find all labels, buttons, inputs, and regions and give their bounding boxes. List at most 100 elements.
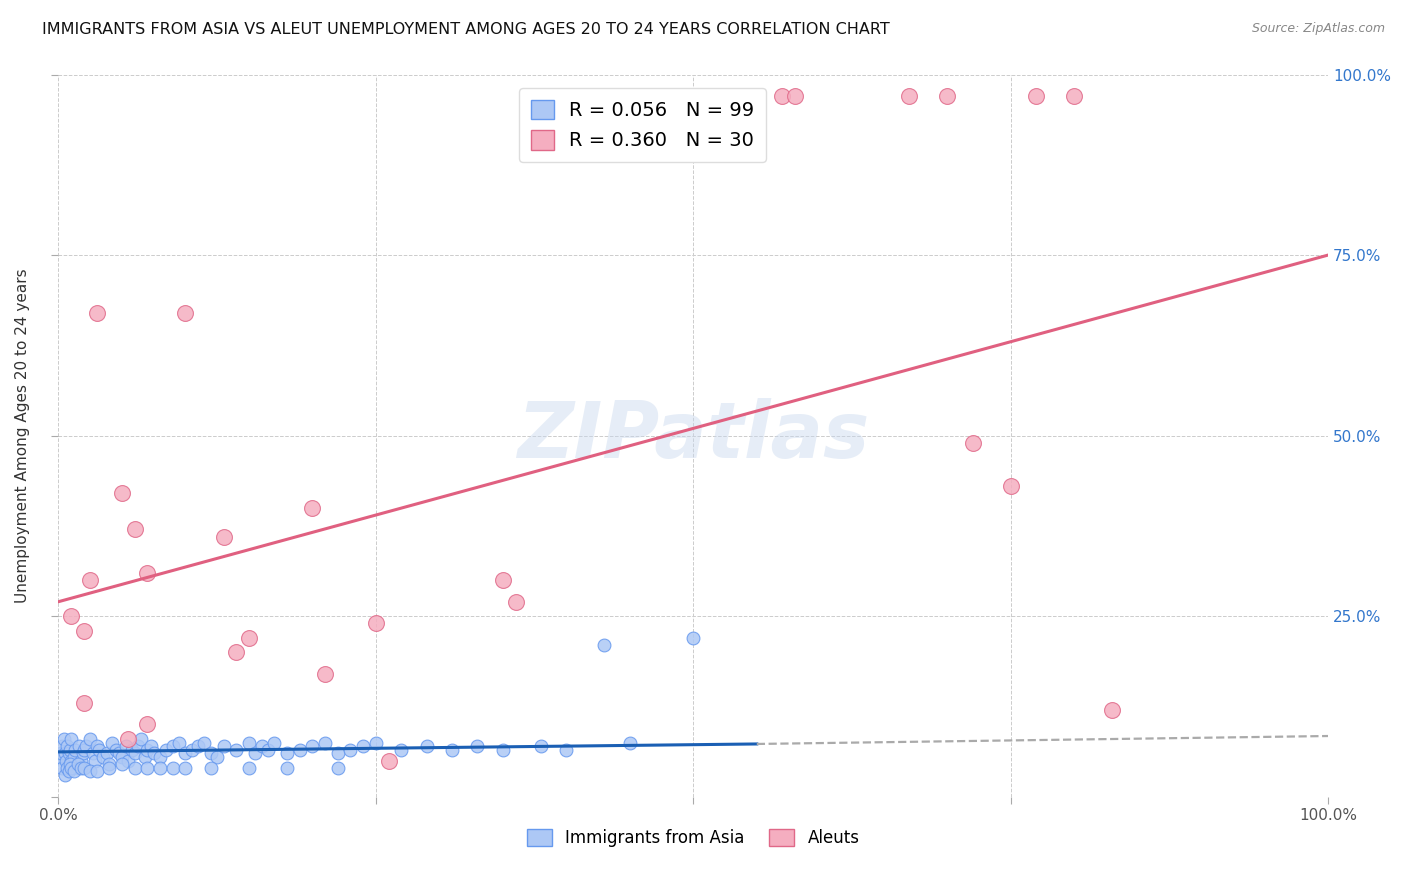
Point: [101, 735, 124, 749]
Point: [129, 731, 152, 746]
Point: [124, 747, 146, 761]
Point: [79, 764, 101, 779]
Point: [180, 743, 202, 757]
Point: [124, 523, 146, 537]
Point: [62, 764, 84, 779]
Text: ZIPatlas: ZIPatlas: [517, 398, 869, 474]
Point: [86, 764, 108, 779]
Point: [238, 735, 260, 749]
Point: [134, 750, 156, 764]
Point: [60, 609, 83, 624]
Point: [51, 761, 73, 775]
Point: [238, 631, 260, 645]
Point: [66, 761, 89, 775]
Point: [517, 103, 540, 118]
Point: [225, 645, 247, 659]
Point: [60, 731, 83, 746]
Point: [111, 757, 134, 772]
Point: [79, 731, 101, 746]
Point: [70, 754, 93, 768]
Y-axis label: Unemployment Among Ages 20 to 24 years: Unemployment Among Ages 20 to 24 years: [15, 268, 30, 603]
Point: [73, 743, 96, 757]
Point: [200, 747, 222, 761]
Point: [530, 739, 553, 753]
Point: [49, 747, 72, 761]
Point: [492, 743, 515, 757]
Point: [96, 747, 118, 761]
Point: [1063, 89, 1085, 103]
Point: [98, 761, 121, 775]
Point: [619, 735, 641, 749]
Point: [48, 750, 70, 764]
Point: [66, 757, 89, 772]
Point: [162, 761, 184, 775]
Point: [593, 638, 616, 652]
Point: [56, 761, 79, 775]
Point: [212, 530, 235, 544]
Point: [136, 717, 159, 731]
Point: [339, 743, 361, 757]
Point: [936, 89, 959, 103]
Point: [136, 743, 159, 757]
Point: [352, 739, 374, 753]
Point: [82, 747, 104, 761]
Point: [58, 764, 80, 779]
Point: [783, 89, 806, 103]
Point: [389, 743, 412, 757]
Point: [682, 631, 704, 645]
Point: [155, 743, 177, 757]
Point: [555, 743, 578, 757]
Point: [314, 667, 336, 681]
Point: [301, 500, 323, 515]
Point: [250, 739, 273, 753]
Point: [53, 747, 76, 761]
Point: [205, 750, 228, 764]
Text: IMMIGRANTS FROM ASIA VS ALEUT UNEMPLOYMENT AMONG AGES 20 TO 24 YEARS CORRELATION: IMMIGRANTS FROM ASIA VS ALEUT UNEMPLOYME…: [42, 22, 890, 37]
Point: [73, 696, 96, 710]
Point: [75, 739, 97, 753]
Point: [174, 306, 197, 320]
Point: [136, 566, 159, 580]
Point: [962, 435, 984, 450]
Point: [174, 761, 197, 775]
Point: [86, 306, 108, 320]
Point: [124, 761, 146, 775]
Point: [364, 735, 387, 749]
Point: [91, 750, 114, 764]
Point: [98, 757, 121, 772]
Point: [257, 743, 280, 757]
Point: [142, 747, 165, 761]
Point: [59, 743, 82, 757]
Point: [314, 735, 336, 749]
Point: [73, 624, 96, 638]
Point: [53, 768, 76, 782]
Point: [276, 747, 298, 761]
Point: [55, 754, 77, 768]
Point: [238, 761, 260, 775]
Point: [162, 739, 184, 753]
Point: [121, 743, 143, 757]
Point: [505, 595, 527, 609]
Point: [114, 739, 136, 753]
Point: [56, 739, 79, 753]
Point: [288, 743, 311, 757]
Text: Source: ZipAtlas.com: Source: ZipAtlas.com: [1251, 22, 1385, 36]
Point: [326, 761, 349, 775]
Point: [60, 754, 83, 768]
Point: [1025, 89, 1047, 103]
Point: [104, 743, 127, 757]
Point: [127, 739, 149, 753]
Point: [441, 743, 464, 757]
Point: [225, 743, 247, 757]
Legend: R = 0.056   N = 99, R = 0.360   N = 30: R = 0.056 N = 99, R = 0.360 N = 30: [519, 87, 766, 162]
Point: [200, 761, 222, 775]
Point: [84, 754, 107, 768]
Point: [72, 747, 94, 761]
Point: [117, 754, 139, 768]
Point: [326, 747, 349, 761]
Point: [86, 739, 108, 753]
Point: [73, 761, 96, 775]
Point: [141, 739, 163, 753]
Point: [149, 761, 172, 775]
Point: [87, 743, 110, 757]
